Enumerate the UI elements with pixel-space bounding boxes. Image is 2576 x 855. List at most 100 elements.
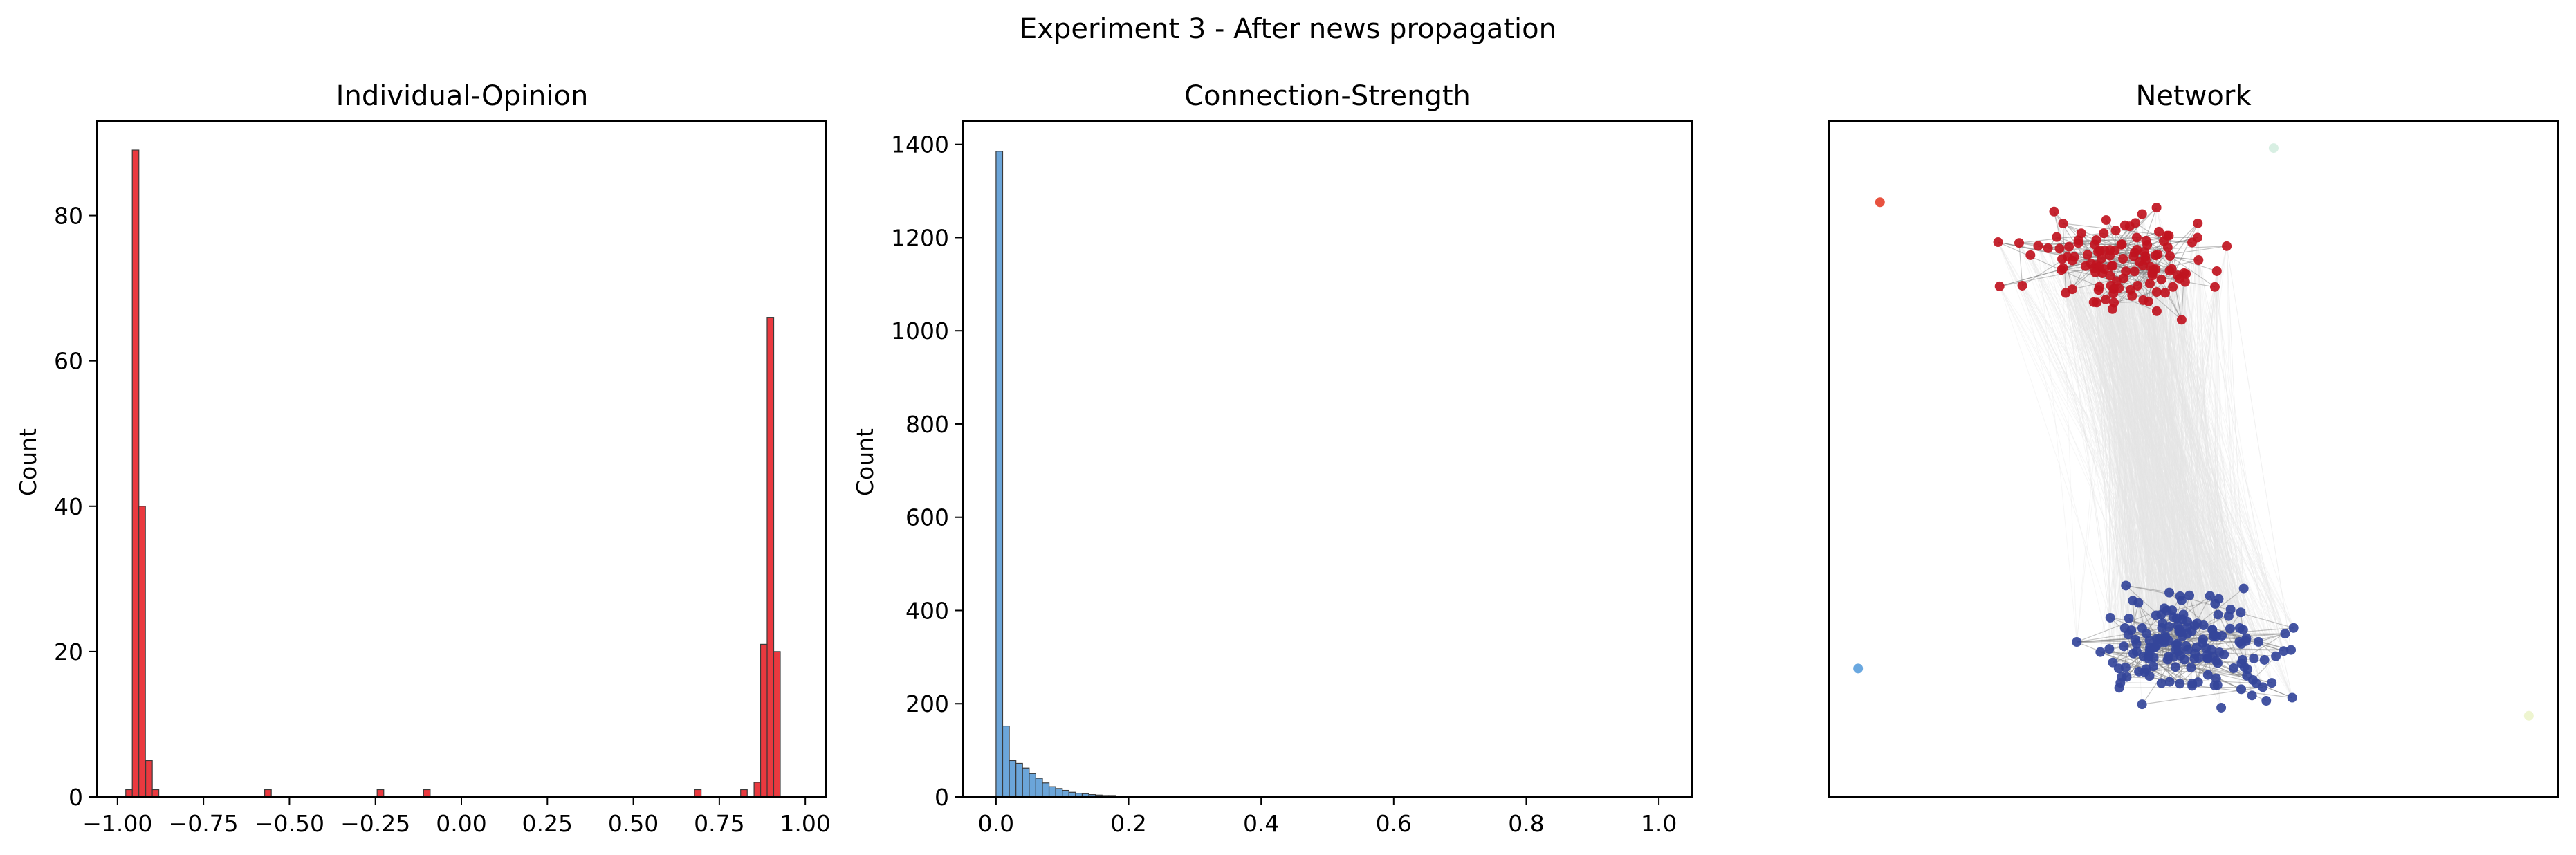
bridge-edge [2145, 240, 2241, 613]
bridge-edge [2146, 254, 2158, 670]
bridge-edge [2104, 268, 2130, 619]
x-tick-label: −0.75 [169, 810, 239, 837]
bridge-edge [2214, 270, 2218, 635]
network-node [2127, 291, 2137, 301]
bridge-edge [2053, 211, 2174, 618]
bridge-edge [2105, 299, 2178, 644]
x-tick-label: 0.00 [436, 810, 486, 837]
bridge-edge [2135, 231, 2160, 640]
bridge-edge [2112, 309, 2167, 611]
bridge-edge [2072, 289, 2155, 648]
bridge-edge [2196, 260, 2199, 624]
bridge-edge [2094, 244, 2177, 650]
bridge-edge [2109, 275, 2265, 661]
x-tick-label: 0.25 [522, 810, 573, 837]
bridge-edge [2061, 270, 2217, 679]
bridge-edge [2109, 250, 2200, 659]
bridge-edge [2113, 302, 2178, 626]
bridge-edge [2113, 293, 2259, 643]
bridge-edge [2101, 258, 2215, 636]
histogram-bar [753, 782, 762, 798]
network-edge [1998, 241, 2100, 288]
bridge-edge [2144, 252, 2217, 679]
bridge-edge [2065, 293, 2265, 661]
bridge-edge [2187, 286, 2216, 622]
bridge-edge [2146, 270, 2218, 670]
network-node [2067, 255, 2077, 266]
bridge-edge [2113, 293, 2178, 618]
bridge-edge [2097, 251, 2178, 626]
network-node [2014, 238, 2024, 248]
bridge-edge [2063, 268, 2154, 658]
network-node [2268, 143, 2279, 154]
bridge-edge [2130, 289, 2133, 601]
bridge-edge [2018, 242, 2241, 613]
bridge-edge [2105, 299, 2137, 652]
network-node [2101, 214, 2111, 225]
bridge-edge [2096, 239, 2147, 670]
bridge-edge [1998, 241, 2254, 659]
bridge-edge [2137, 285, 2213, 630]
bridge-edge [2144, 269, 2156, 672]
network-node [2145, 642, 2155, 652]
bridge-edge [2111, 266, 2177, 650]
bridge-edge [2177, 275, 2245, 589]
bridge-edge [2048, 248, 2180, 652]
network-node [2095, 647, 2106, 657]
histogram-bar [1035, 778, 1043, 798]
bridge-edge [2139, 261, 2155, 648]
bridge-edge [2128, 300, 2144, 635]
bridge-edge [2076, 281, 2117, 643]
bridge-edge [2093, 268, 2192, 632]
bridge-edge [2056, 237, 2169, 657]
bridge-edge [2166, 235, 2181, 656]
bridge-edge [2226, 246, 2248, 670]
y-tick-label: 60 [54, 348, 83, 375]
bridge-edge [2061, 270, 2177, 645]
bridge-edge [2109, 255, 2137, 652]
network-node [2108, 657, 2118, 668]
bridge-edge [2121, 244, 2213, 630]
network-node [2186, 662, 2196, 672]
bridge-edge [2167, 247, 2245, 589]
bridge-edge [2101, 258, 2129, 635]
bridge-edge [2149, 269, 2154, 647]
network-node [2119, 220, 2130, 230]
network-node [2208, 631, 2218, 641]
network-node [2073, 235, 2083, 246]
bridge-edge [2099, 286, 2188, 627]
network-node [2183, 645, 2193, 655]
bridge-edge [2093, 268, 2214, 657]
bridge-edge [2168, 235, 2219, 599]
network-node [2093, 246, 2104, 257]
bridge-edge [2156, 311, 2163, 623]
bridge-edge [2133, 256, 2232, 610]
bridge-edge [2018, 242, 2211, 596]
network-node [2117, 672, 2127, 682]
bridge-edge [2037, 246, 2241, 613]
bridge-edge [2164, 293, 2183, 620]
bridge-edge [2148, 301, 2217, 679]
bridge-edge [2056, 237, 2219, 615]
bridge-edge [2030, 255, 2220, 653]
network-nodes [1853, 143, 2534, 721]
bridge-edge [2164, 235, 2168, 636]
bridge-edge [2161, 279, 2198, 647]
bridge-edge [2142, 254, 2158, 629]
bridge-edge [2111, 266, 2213, 630]
bridge-edge [2134, 252, 2223, 636]
bridge-edge [2124, 225, 2134, 654]
bridge-edge [2074, 257, 2149, 659]
bridge-edge [2125, 270, 2241, 629]
bridge-edge [2135, 223, 2178, 644]
bridge-edge [2124, 265, 2144, 628]
bridge-edge [2105, 299, 2265, 661]
bridge-edge [2097, 251, 2144, 656]
bridge-edge [2115, 230, 2155, 647]
bridge-edge [2152, 275, 2245, 668]
network-node [2205, 591, 2215, 601]
network-node [2091, 235, 2101, 245]
bridge-edge [2122, 226, 2131, 677]
bridge-edge [2087, 255, 2183, 636]
